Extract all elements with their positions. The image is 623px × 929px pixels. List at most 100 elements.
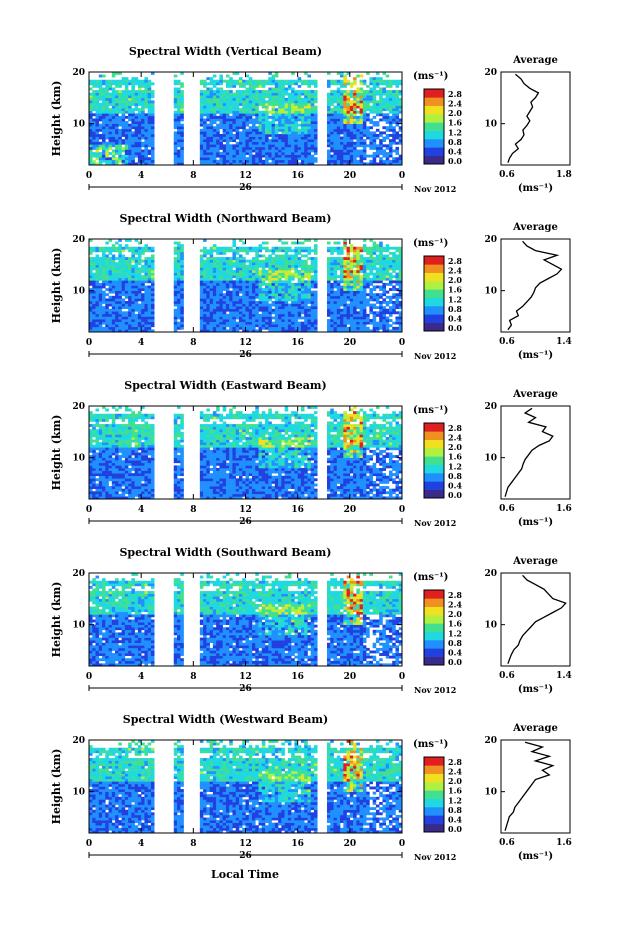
- heatmap-cell: [274, 267, 279, 271]
- heatmap-cell: [369, 319, 373, 322]
- heatmap-cell: [294, 251, 298, 255]
- heatmap-cell: [359, 103, 364, 106]
- heatmap-cell: [297, 313, 302, 317]
- heatmap-cell: [395, 97, 400, 101]
- heatmap-cell: [252, 87, 256, 91]
- heatmap-cell: [209, 79, 214, 83]
- heatmap-cell: [147, 280, 152, 284]
- heatmap-cell: [225, 97, 230, 101]
- heatmap-cell: [388, 82, 393, 86]
- heatmap-cell: [177, 134, 181, 137]
- heatmap-cell: [242, 262, 246, 266]
- heatmap-cell: [255, 290, 259, 294]
- heatmap-cell: [98, 249, 103, 253]
- heatmap-cell: [255, 246, 259, 250]
- heatmap-cell: [252, 136, 256, 140]
- heatmap-cell: [216, 270, 220, 273]
- heatmap-cell: [261, 79, 266, 83]
- heatmap-cell: [304, 303, 308, 307]
- heatmap-cell: [310, 280, 315, 284]
- heatmap-cell: [95, 311, 100, 315]
- heatmap-cell: [340, 149, 344, 153]
- heatmap-cell: [268, 319, 272, 322]
- heatmap-cell: [362, 324, 367, 328]
- heatmap-cell: [216, 103, 220, 106]
- heatmap-cell: [375, 144, 380, 148]
- heatmap-cell: [225, 105, 230, 109]
- heatmap-cell: [105, 264, 109, 268]
- heatmap-cell: [349, 141, 354, 145]
- heatmap-cell: [144, 95, 148, 99]
- heatmap-cell: [121, 134, 126, 137]
- heatmap-cell: [366, 115, 370, 119]
- heatmap-cell: [209, 259, 214, 263]
- heatmap-cell: [102, 264, 106, 268]
- heatmap-cell: [327, 139, 331, 143]
- heatmap-cell: [278, 121, 282, 124]
- heatmap-cell: [255, 272, 259, 276]
- heatmap-cell: [258, 126, 263, 130]
- heatmap-cell: [92, 97, 96, 101]
- heatmap-cell: [300, 306, 305, 310]
- heatmap-cell: [232, 108, 237, 112]
- heatmap-cell: [131, 267, 135, 271]
- heatmap-cell: [209, 295, 214, 299]
- heatmap-cell: [242, 270, 246, 273]
- heatmap-cell: [131, 87, 135, 91]
- heatmap-cell: [98, 313, 103, 317]
- heatmap-cell: [150, 115, 155, 119]
- heatmap-cell: [291, 100, 295, 104]
- heatmap-cell: [349, 131, 354, 135]
- heatmap-cell: [232, 285, 237, 289]
- heatmap-cell: [238, 295, 243, 299]
- heatmap-cell: [372, 152, 377, 155]
- heatmap-cell: [232, 95, 237, 99]
- heatmap-cell: [307, 121, 312, 124]
- heatmap-cell: [271, 259, 276, 263]
- heatmap-cell: [281, 262, 285, 266]
- heatmap-cell: [398, 90, 403, 93]
- heatmap-cell: [147, 134, 152, 137]
- avg-profile-line: [507, 73, 540, 163]
- heatmap-cell: [300, 108, 305, 112]
- heatmap-cell: [248, 90, 253, 93]
- heatmap-cell: [268, 249, 272, 253]
- heatmap-cell: [300, 326, 305, 330]
- heatmap-cell: [261, 293, 266, 297]
- heatmap-cell: [382, 105, 386, 109]
- heatmap-cell: [203, 136, 207, 140]
- heatmap-cell: [89, 131, 93, 135]
- heatmap-cell: [137, 152, 142, 155]
- heatmap-cell: [235, 123, 240, 127]
- heatmap-cell: [346, 121, 351, 124]
- heatmap-cell: [229, 95, 233, 99]
- heatmap-cell: [89, 272, 93, 276]
- heatmap-cell: [203, 146, 207, 150]
- heatmap-cell: [392, 110, 396, 114]
- heatmap-cell: [310, 308, 315, 312]
- heatmap-cell: [382, 115, 386, 119]
- heatmap-cell: [131, 280, 135, 284]
- heatmap-cell: [274, 324, 279, 328]
- heatmap-cell: [271, 79, 276, 83]
- heatmap-cell: [248, 311, 253, 315]
- heatmap-cell: [209, 154, 214, 158]
- heatmap-cell: [245, 108, 250, 112]
- heatmap-cell: [366, 257, 370, 260]
- heatmap-cell: [287, 141, 292, 145]
- heatmap-cell: [392, 306, 396, 310]
- heatmap-cell: [150, 128, 155, 132]
- heatmap-cell: [206, 139, 210, 143]
- heatmap-cell: [124, 115, 129, 119]
- heatmap-cell: [92, 141, 96, 145]
- heatmap-cell: [199, 128, 204, 132]
- heatmap-cell: [134, 126, 139, 130]
- heatmap-cell: [287, 159, 292, 163]
- heatmap-cell: [385, 295, 390, 299]
- heatmap-cell: [379, 141, 383, 145]
- heatmap-cell: [300, 293, 305, 297]
- heatmap-cell: [343, 82, 347, 86]
- heatmap-cell: [366, 118, 370, 122]
- heatmap-cell: [346, 270, 351, 273]
- heatmap-cell: [366, 92, 370, 96]
